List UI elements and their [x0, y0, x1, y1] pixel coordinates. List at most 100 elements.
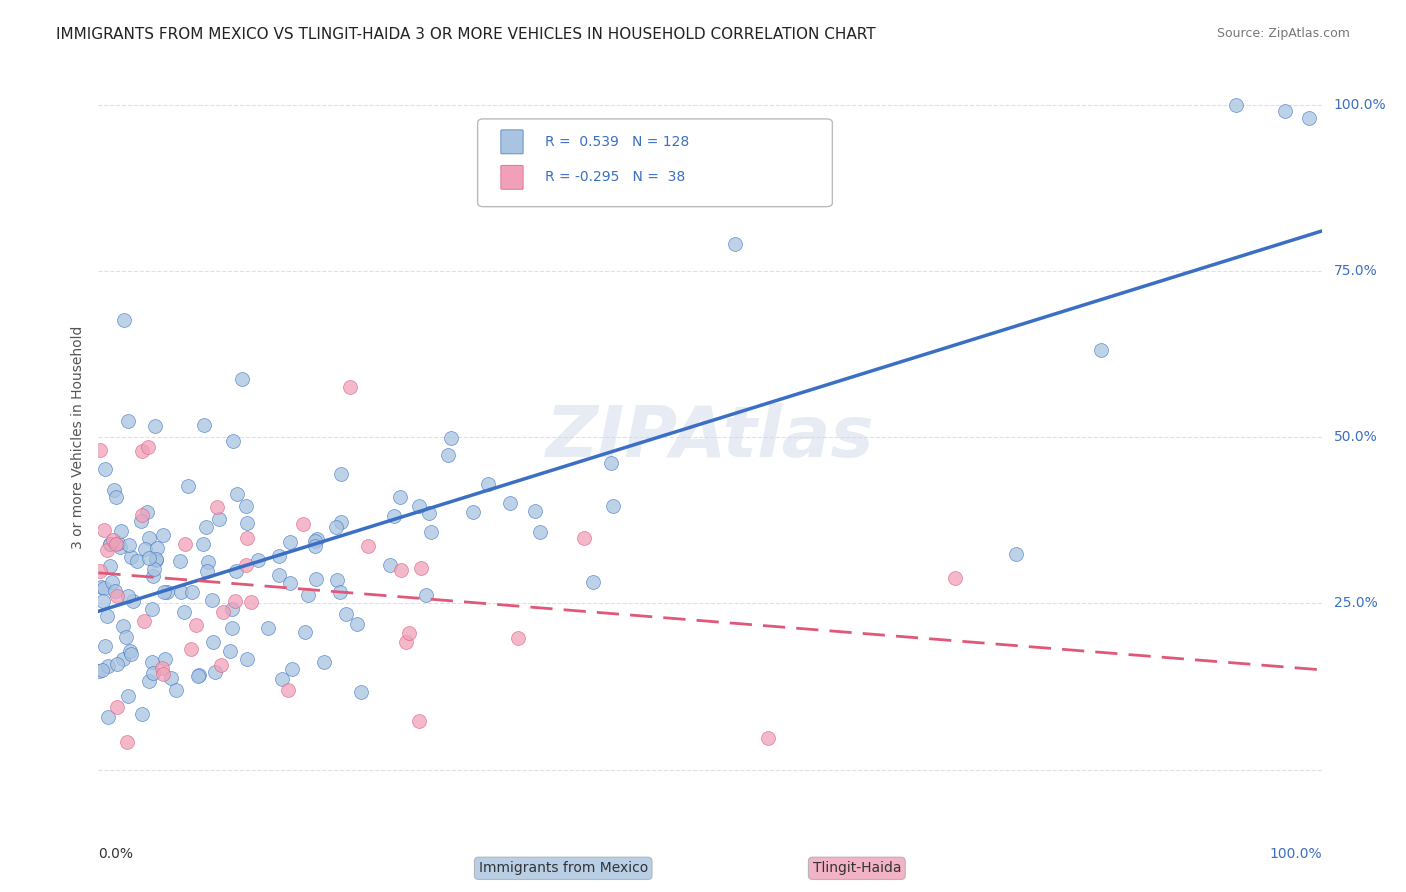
Point — [180, 641, 202, 656]
Point — [98, 536, 121, 550]
Point — [110, 524, 132, 539]
Point — [94, 462, 117, 476]
Point — [169, 554, 191, 568]
Point — [120, 647, 142, 661]
Point — [277, 683, 299, 698]
Y-axis label: 3 or more Vehicles in Household: 3 or more Vehicles in Household — [70, 326, 84, 549]
Point — [105, 537, 128, 551]
Point — [104, 584, 127, 599]
Point — [943, 571, 966, 585]
Point — [93, 582, 115, 596]
Point — [103, 483, 125, 497]
Point — [335, 607, 357, 622]
Point — [209, 657, 232, 672]
Point — [112, 619, 135, 633]
Point — [267, 567, 290, 582]
Point — [380, 558, 402, 573]
Point — [135, 505, 157, 519]
Point — [201, 593, 224, 607]
Point — [91, 663, 114, 677]
Point — [173, 605, 195, 619]
Point — [1274, 104, 1296, 119]
Point — [181, 585, 204, 599]
Point — [202, 635, 225, 649]
Point — [97, 659, 120, 673]
Point — [177, 478, 200, 492]
Point — [120, 549, 142, 564]
Point — [115, 735, 138, 749]
Point — [235, 500, 257, 514]
Point — [134, 614, 156, 628]
Point — [408, 499, 430, 513]
Point — [134, 541, 156, 556]
Point — [136, 440, 159, 454]
Point — [204, 665, 226, 680]
Point — [246, 553, 269, 567]
Point — [94, 639, 117, 653]
Point — [174, 537, 197, 551]
Point — [304, 534, 326, 549]
Point — [219, 644, 242, 658]
Point — [110, 540, 132, 554]
Point — [240, 595, 263, 609]
Point — [294, 624, 316, 639]
Point — [150, 661, 173, 675]
Text: 100.0%: 100.0% — [1270, 847, 1322, 861]
Text: 75.0%: 75.0% — [1334, 264, 1378, 277]
Point — [138, 551, 160, 566]
Point — [292, 516, 315, 531]
Point — [499, 496, 522, 510]
Point — [329, 584, 352, 599]
Point — [382, 508, 405, 523]
Point — [89, 664, 111, 678]
Point — [357, 539, 380, 553]
Point — [226, 487, 249, 501]
Point — [325, 520, 347, 534]
Point — [97, 710, 120, 724]
Point — [221, 621, 243, 635]
FancyBboxPatch shape — [478, 119, 832, 207]
Point — [572, 531, 595, 545]
Point — [224, 594, 246, 608]
Point — [236, 652, 259, 666]
Point — [129, 514, 152, 528]
Point — [141, 655, 163, 669]
Point — [346, 616, 368, 631]
Text: Tlingit-Haida: Tlingit-Haida — [813, 862, 901, 875]
Point — [411, 561, 433, 575]
Point — [152, 528, 174, 542]
Point — [152, 667, 174, 681]
Point — [415, 588, 437, 602]
Point — [107, 536, 129, 550]
Point — [235, 558, 257, 572]
Point — [155, 651, 177, 665]
Text: R = -0.295   N =  38: R = -0.295 N = 38 — [546, 170, 685, 185]
Point — [103, 533, 125, 547]
Point — [117, 689, 139, 703]
Point — [222, 434, 245, 448]
Point — [398, 626, 420, 640]
Text: 100.0%: 100.0% — [1334, 97, 1386, 112]
Point — [152, 584, 174, 599]
Point — [143, 419, 166, 434]
Point — [195, 564, 218, 578]
Point — [165, 683, 187, 698]
Point — [93, 523, 115, 537]
Point — [115, 630, 138, 644]
Point — [207, 500, 229, 514]
Point — [146, 541, 169, 556]
Point — [221, 602, 243, 616]
Point — [389, 563, 412, 577]
Point — [1298, 111, 1320, 125]
Point — [339, 380, 361, 394]
Point — [395, 635, 418, 649]
Point — [523, 504, 546, 518]
FancyBboxPatch shape — [501, 130, 523, 153]
Point — [225, 564, 247, 578]
Point — [477, 477, 499, 491]
Point — [269, 549, 291, 564]
Point — [125, 554, 148, 568]
Text: Immigrants from Mexico: Immigrants from Mexico — [478, 862, 648, 875]
Point — [98, 559, 121, 574]
Point — [280, 662, 302, 676]
